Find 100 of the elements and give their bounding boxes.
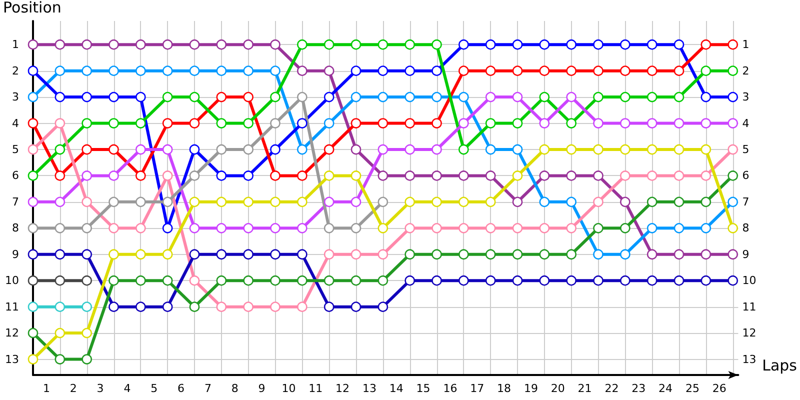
point [566, 118, 576, 128]
point [485, 66, 496, 76]
y-tick-label: 8 [12, 222, 19, 235]
point [189, 196, 200, 208]
point [162, 275, 173, 286]
point [162, 66, 173, 76]
point [189, 118, 200, 128]
point [485, 92, 496, 102]
point [82, 354, 92, 364]
point [82, 223, 92, 234]
y-tick-label: 9 [12, 248, 19, 261]
y2-tick-label: 2 [742, 64, 750, 78]
point [54, 328, 66, 338]
x-tick-label: 12 [336, 382, 350, 395]
point [350, 39, 362, 50]
point [28, 354, 38, 364]
point [378, 275, 388, 286]
point [350, 118, 362, 128]
point [728, 275, 738, 286]
point [82, 196, 92, 208]
point [485, 144, 496, 155]
point [378, 144, 388, 155]
point [620, 39, 630, 50]
y-tick-label: 3 [12, 90, 19, 104]
point [136, 118, 146, 128]
y2-tick-label: 1 [742, 38, 750, 52]
point [270, 66, 280, 76]
point [350, 223, 362, 234]
point [700, 92, 712, 102]
y-tick-label: 1 [12, 38, 19, 52]
point [108, 66, 119, 76]
point [350, 249, 362, 260]
point [728, 118, 738, 128]
point [728, 144, 738, 155]
point [378, 66, 388, 76]
point [136, 249, 146, 260]
point [189, 170, 200, 181]
point [593, 196, 604, 208]
point [620, 275, 630, 286]
point [189, 249, 200, 260]
x-tick-label: 7 [204, 382, 212, 395]
point [512, 249, 523, 260]
point [28, 249, 38, 260]
y-tick-label: 12 [5, 326, 19, 340]
point [539, 144, 550, 155]
point [646, 249, 658, 260]
x-tick-label: 16 [443, 382, 458, 395]
y2-tick-label: 8 [742, 222, 750, 235]
point [28, 196, 38, 208]
point [28, 302, 38, 312]
point [458, 144, 469, 155]
point [82, 39, 92, 50]
point [162, 92, 173, 102]
point [539, 196, 550, 208]
x-tick-label: 14 [389, 382, 404, 395]
point [216, 39, 227, 50]
point [136, 275, 146, 286]
point [378, 249, 388, 260]
point [270, 196, 280, 208]
point [512, 92, 523, 102]
point [728, 249, 738, 260]
point [350, 66, 362, 76]
x-tick-label: 18 [497, 382, 512, 395]
point [674, 39, 684, 50]
x-tick-label: 1 [42, 382, 50, 395]
y2-tick-label: 3 [742, 90, 750, 104]
point [404, 170, 415, 181]
x-tick-label: 2 [70, 382, 77, 395]
point [54, 354, 66, 364]
point [270, 170, 280, 181]
point [54, 223, 66, 234]
point [324, 275, 334, 286]
point [270, 118, 280, 128]
point [350, 92, 362, 102]
point [593, 39, 604, 50]
point [243, 170, 254, 181]
point [700, 170, 712, 181]
point [700, 275, 712, 286]
point [324, 170, 334, 181]
point [350, 196, 362, 208]
point [54, 196, 66, 208]
point [297, 39, 308, 50]
point [216, 170, 227, 181]
x-tick-label: 23 [632, 382, 646, 395]
y-tick-label: 13 [5, 352, 19, 366]
point [270, 92, 280, 102]
point [404, 275, 415, 286]
point [216, 92, 227, 102]
point [458, 196, 469, 208]
point [620, 223, 630, 234]
point [28, 144, 38, 155]
point [108, 170, 119, 181]
point [28, 92, 38, 102]
point [620, 249, 630, 260]
point [378, 302, 388, 312]
point [216, 144, 227, 155]
point [243, 275, 254, 286]
y2-tick-label: 12 [742, 326, 756, 340]
point [243, 249, 254, 260]
point [539, 249, 550, 260]
